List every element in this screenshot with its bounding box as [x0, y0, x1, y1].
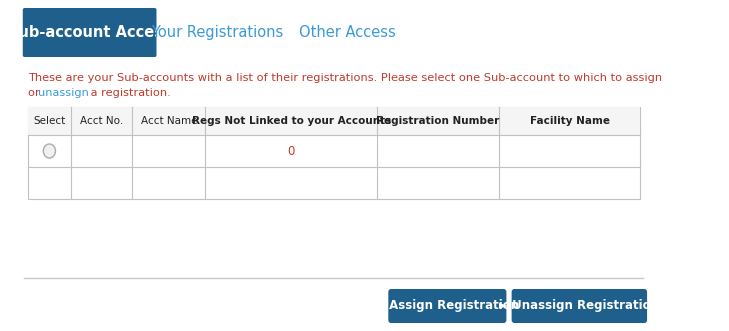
Text: Facility Name: Facility Name	[530, 116, 609, 126]
FancyBboxPatch shape	[389, 289, 507, 323]
FancyBboxPatch shape	[23, 8, 157, 57]
Text: These are your Sub-accounts with a list of their registrations. Please select on: These are your Sub-accounts with a list …	[28, 73, 662, 83]
Text: ► Assign Registration: ► Assign Registration	[376, 300, 519, 312]
Text: Registration Number: Registration Number	[376, 116, 500, 126]
Text: Your Registrations: Your Registrations	[151, 24, 284, 39]
Text: unassign: unassign	[39, 88, 89, 98]
Text: Sub-account Access: Sub-account Access	[8, 24, 171, 39]
Bar	[28, 107, 640, 135]
FancyBboxPatch shape	[512, 289, 647, 323]
Text: Acct No.: Acct No.	[79, 116, 123, 126]
Text: a registration.: a registration.	[87, 88, 171, 98]
Circle shape	[43, 144, 55, 158]
Bar	[28, 107, 640, 199]
Text: Other Access: Other Access	[299, 24, 396, 39]
Text: ► Unassign Registration: ► Unassign Registration	[499, 300, 659, 312]
Text: 0: 0	[287, 145, 295, 158]
Text: or: or	[28, 88, 43, 98]
Text: Acct Name: Acct Name	[141, 116, 197, 126]
Text: Select: Select	[34, 116, 66, 126]
Text: Regs Not Linked to your Accounts: Regs Not Linked to your Accounts	[192, 116, 391, 126]
